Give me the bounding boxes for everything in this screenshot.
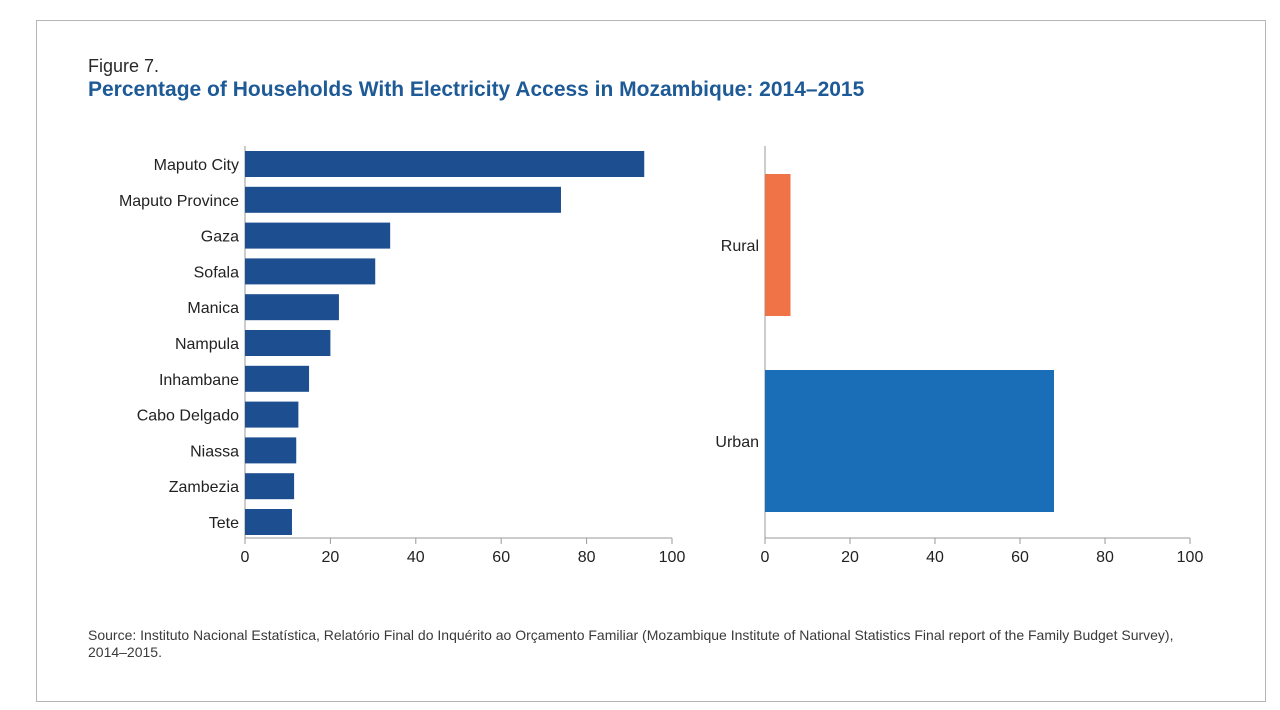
area-type-bar-urban: [765, 370, 1054, 512]
area-type-bar-rural: [765, 174, 791, 316]
province-bar-manica: [245, 294, 339, 321]
province-x-tick-label: 60: [492, 549, 510, 566]
province-x-tick-label: 40: [407, 549, 425, 566]
figure-frame: [36, 20, 1266, 702]
province-category-label: Gaza: [201, 229, 239, 246]
province-bar-maputo-city: [245, 151, 645, 177]
province-x-tick-label: 20: [322, 549, 340, 566]
province-category-label: Niassa: [190, 443, 239, 460]
province-bar-nampula: [245, 330, 331, 356]
area-type-x-tick-label: 80: [1096, 549, 1114, 566]
province-category-label: Inhambane: [159, 372, 239, 389]
province-bar-cabo-delgado: [245, 401, 299, 428]
province-category-label: Maputo City: [154, 157, 239, 174]
chart-title: Percentage of Households With Electricit…: [88, 78, 865, 101]
figure-label: Figure 7.: [88, 56, 160, 76]
province-x-tick-label: 80: [578, 549, 596, 566]
province-bar-zambezia: [245, 473, 295, 500]
province-category-label: Nampula: [175, 336, 239, 353]
province-bar-maputo-province: [245, 186, 561, 213]
province-category-label: Sofala: [194, 264, 239, 281]
province-bar-niassa: [245, 437, 297, 464]
province-bar-tete: [245, 509, 292, 535]
province-category-label: Tete: [209, 515, 239, 532]
source-note: Source: Instituto Nacional Estatística, …: [88, 627, 1174, 660]
province-bar-gaza: [245, 222, 391, 249]
area-type-x-tick-label: 100: [1177, 549, 1204, 566]
province-category-label: Manica: [187, 300, 239, 317]
province-category-label: Maputo Province: [119, 193, 239, 210]
province-bar-sofala: [245, 258, 376, 285]
area-type-category-label: Urban: [715, 434, 759, 451]
province-x-tick-label: 0: [241, 549, 250, 566]
area-type-x-tick-label: 0: [761, 549, 770, 566]
province-bar-inhambane: [245, 365, 310, 392]
province-x-tick-label: 100: [659, 549, 686, 566]
area-type-x-tick-label: 60: [1011, 549, 1029, 566]
area-type-x-tick-label: 40: [926, 549, 944, 566]
province-category-label: Cabo Delgado: [137, 408, 239, 425]
area-type-category-label: Rural: [721, 238, 759, 255]
area-type-x-tick-label: 20: [841, 549, 859, 566]
province-category-label: Zambezia: [169, 479, 239, 496]
